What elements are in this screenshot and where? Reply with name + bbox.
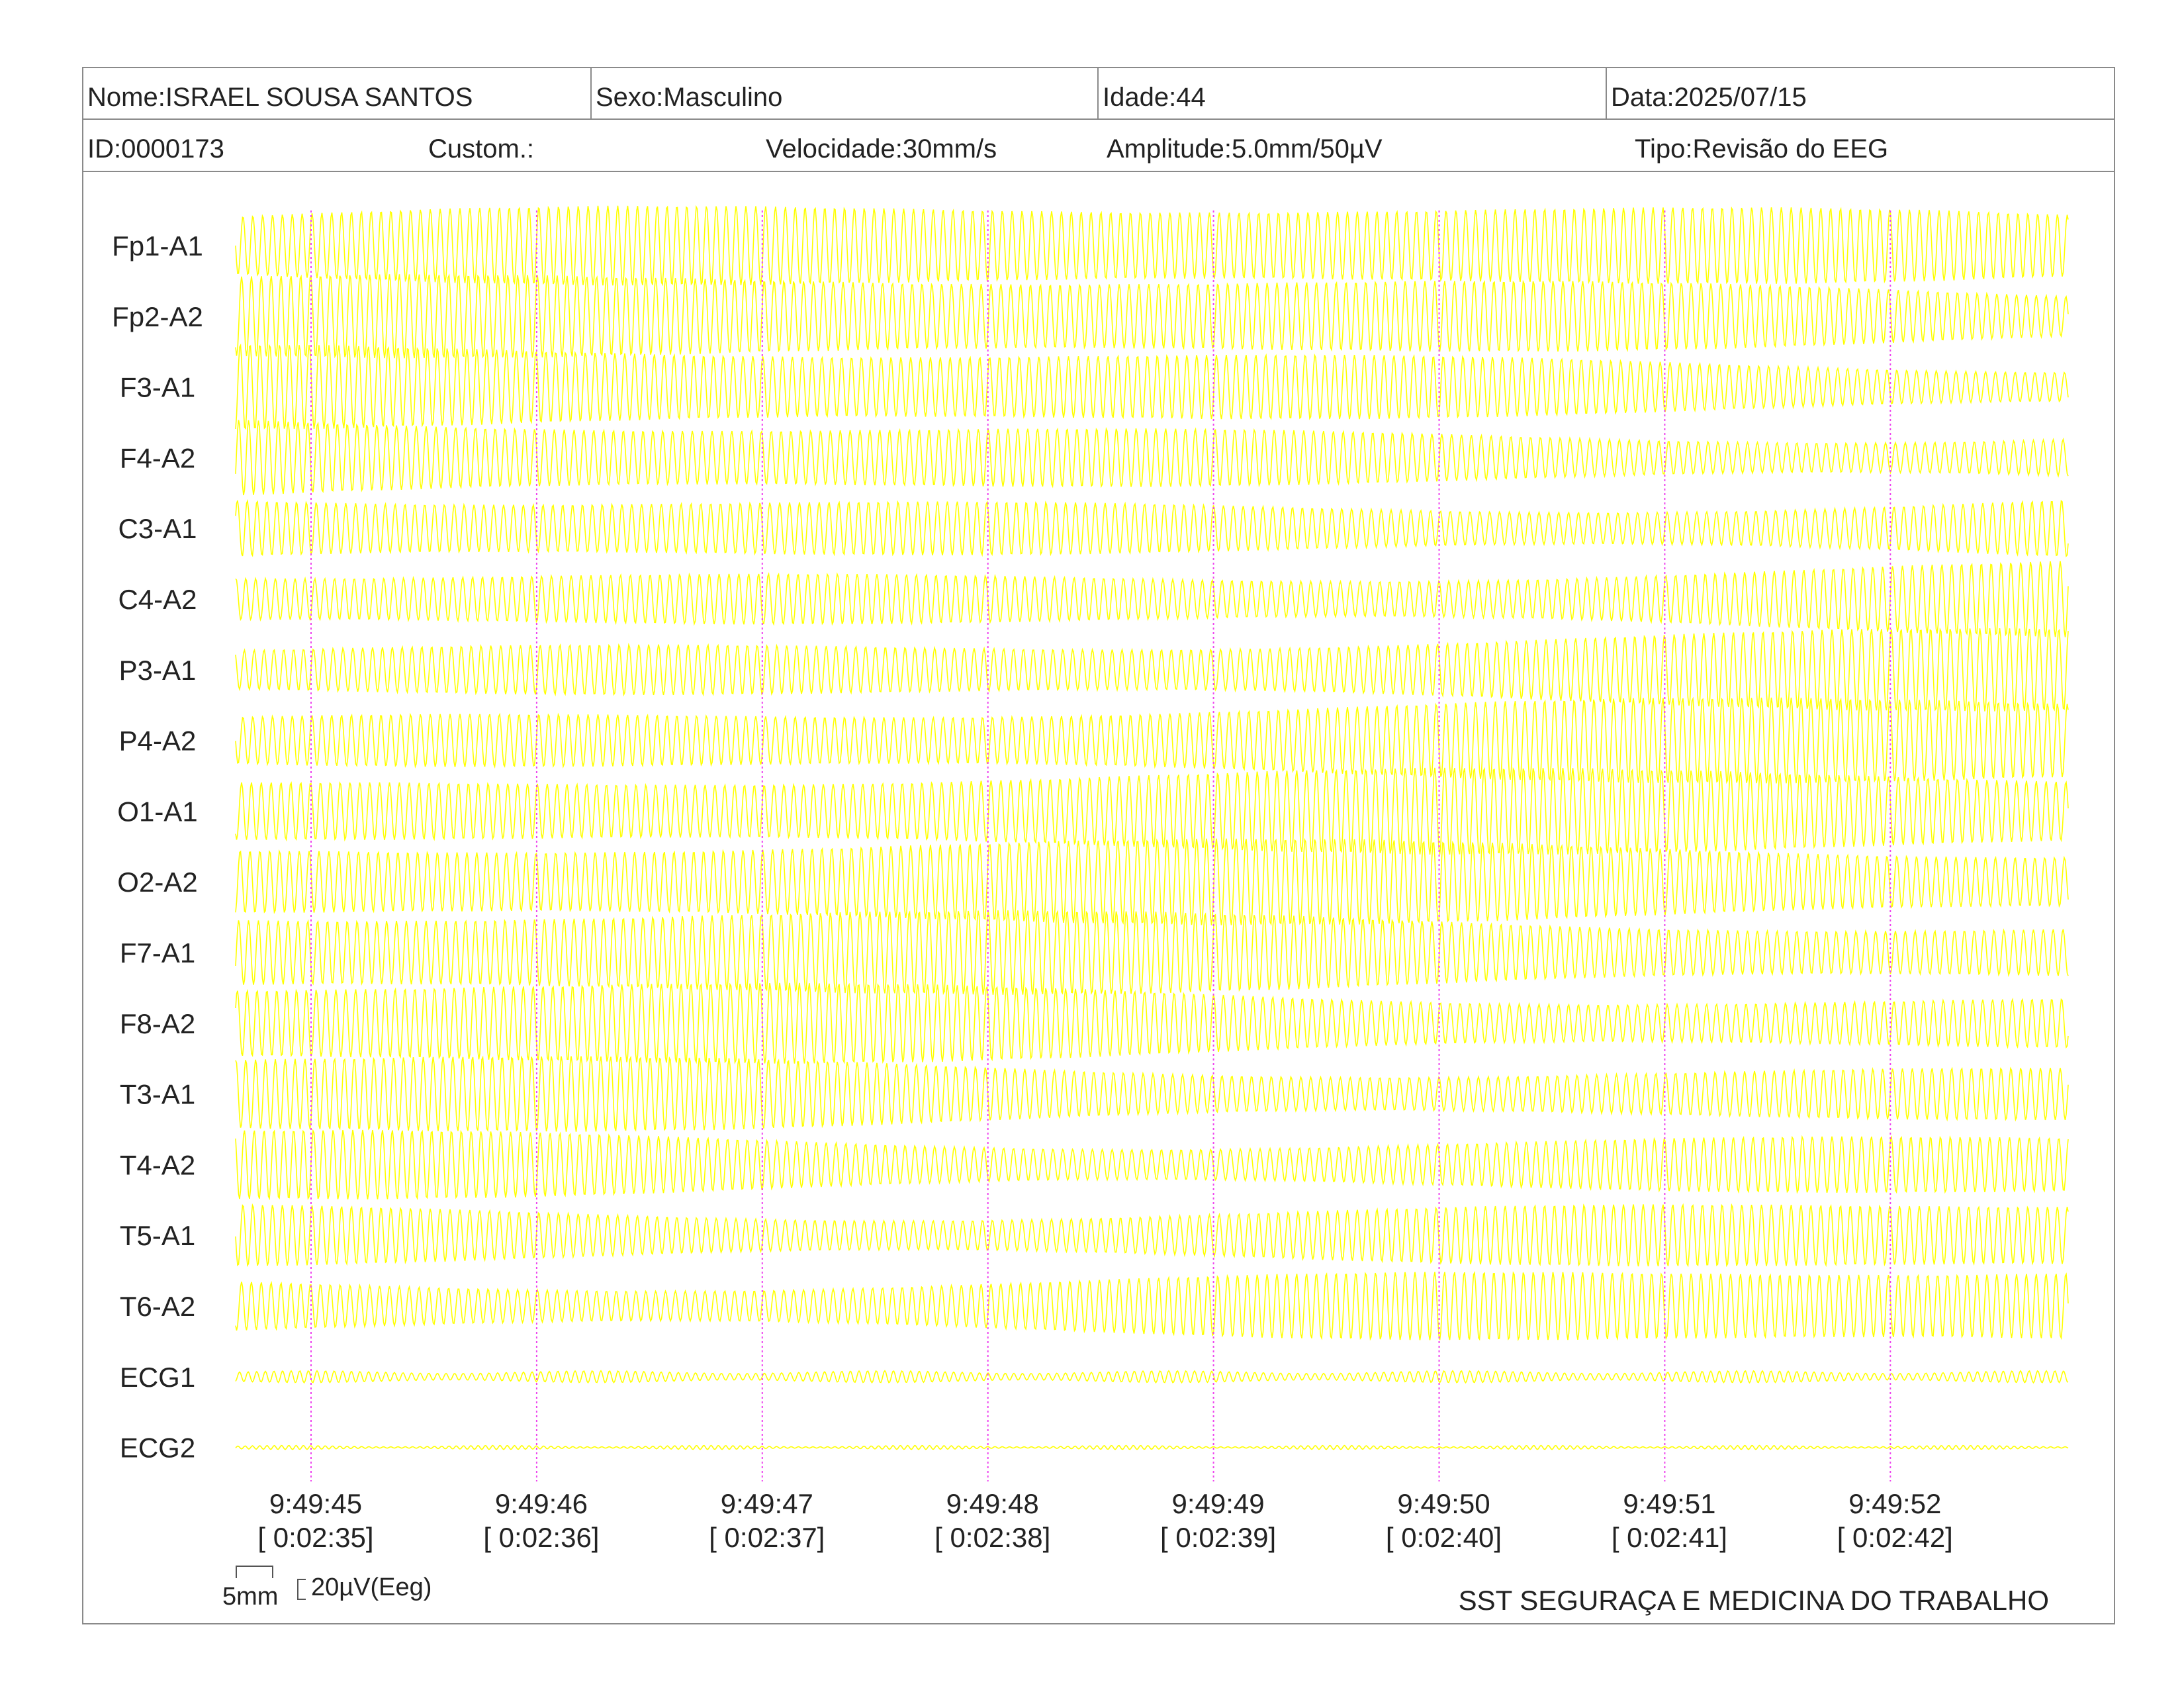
patient-name: Nome:ISRAEL SOUSA SANTOS (87, 83, 473, 112)
channel-label-ecg2: ECG2 (120, 1432, 195, 1464)
channel-label-f7-a1: F7-A1 (120, 937, 195, 968)
time-marker-clock: 9:49:45 (269, 1488, 362, 1519)
channel-label-ecg1: ECG1 (120, 1362, 195, 1393)
header-row-exam: ID:0000173 Custom.: Velocidade:30mm/s Am… (83, 120, 2114, 172)
eeg-traces (235, 205, 2069, 1450)
channel-label-c3-a1: C3-A1 (118, 513, 197, 544)
patient-age: Idade:44 (1097, 68, 1606, 118)
time-scale-bracket (236, 1566, 273, 1578)
time-marker-clock: 9:49:48 (946, 1488, 1039, 1519)
time-markers (310, 211, 1891, 1481)
time-labels: 9:49:45[ 0:02:35] 9:49:46[ 0:02:36] 9:49:4… (257, 1488, 1952, 1553)
exam-type: Tipo:Revisão do EEG (1635, 134, 1889, 164)
trace-c4-a2 (235, 561, 2069, 637)
channel-label-fp2-a2: Fp2-A2 (112, 301, 203, 332)
trace-c3-a1 (235, 499, 2069, 558)
time-scale-label: 5mm (222, 1583, 278, 1611)
amplitude-scale-label: 20µV(Eeg) (311, 1573, 432, 1601)
trace-f7-a1 (235, 910, 2069, 996)
time-marker-elapsed: [ 0:02:38] (934, 1522, 1050, 1553)
organization-name: SST SEGURAÇA E MEDICINA DO TRABALHO (1459, 1585, 2049, 1616)
trace-o1-a1 (235, 767, 2069, 855)
trace-t4-a2 (235, 1129, 2069, 1201)
trace-p3-a1 (235, 627, 2069, 712)
channel-label-p3-a1: P3-A1 (119, 655, 197, 686)
trace-t3-a1 (235, 1055, 2069, 1133)
trace-p4-a2 (235, 696, 2069, 784)
amplitude-setting: Amplitude:5.0mm/50µV (1107, 134, 1383, 164)
time-marker-elapsed: [ 0:02:36] (483, 1522, 599, 1553)
custom-field: Custom.: (428, 134, 535, 164)
trace-f3-a1 (235, 343, 2069, 430)
trace-o2-a2 (235, 837, 2069, 926)
time-marker-clock: 9:49:49 (1172, 1488, 1265, 1519)
channel-label-t4-a2: T4-A2 (120, 1149, 195, 1180)
time-marker-elapsed: [ 0:02:35] (257, 1522, 373, 1553)
time-marker-clock: 9:49:51 (1623, 1488, 1715, 1519)
time-marker-clock: 9:49:47 (721, 1488, 813, 1519)
channel-label-o1-a1: O1-A1 (117, 796, 197, 827)
trace-ecg1 (235, 1370, 2069, 1384)
channel-label-c4-a2: C4-A2 (118, 584, 197, 615)
channel-label-t5-a1: T5-A1 (120, 1220, 195, 1251)
channel-label-o2-a2: O2-A2 (117, 867, 197, 898)
channel-label-fp1-a1: Fp1-A1 (112, 230, 203, 261)
trace-t6-a2 (235, 1270, 2069, 1342)
patient-id: ID:0000173 (87, 134, 224, 164)
channel-label-t3-a1: T3-A1 (120, 1079, 195, 1110)
speed-setting: Velocidade:30mm/s (766, 134, 997, 164)
time-marker-clock: 9:49:50 (1397, 1488, 1490, 1519)
time-marker-elapsed: [ 0:02:40] (1386, 1522, 1502, 1553)
amplitude-scale-bracket (297, 1579, 306, 1600)
trace-t5-a1 (235, 1203, 2069, 1268)
exam-date: Data:2025/07/15 (1606, 68, 2115, 118)
time-marker-elapsed: [ 0:02:42] (1837, 1522, 1953, 1553)
channel-label-f3-a1: F3-A1 (120, 372, 195, 403)
scale-bar: 5mm 20µV(Eeg) (222, 1566, 432, 1611)
time-marker-elapsed: [ 0:02:41] (1612, 1522, 1727, 1553)
trace-fp1-a1 (235, 205, 2069, 287)
trace-ecg2 (235, 1444, 2069, 1450)
trace-f4-a2 (235, 420, 2069, 496)
trace-f8-a2 (235, 982, 2069, 1064)
channel-label-f4-a2: F4-A2 (120, 442, 195, 473)
time-marker-elapsed: [ 0:02:37] (709, 1522, 825, 1553)
channel-label-p4-a2: P4-A2 (119, 726, 197, 757)
time-marker-clock: 9:49:46 (495, 1488, 588, 1519)
header-row-patient: Nome:ISRAEL SOUSA SANTOS Sexo:Masculino … (83, 68, 2114, 120)
time-marker-clock: 9:49:52 (1848, 1488, 1941, 1519)
time-marker-elapsed: [ 0:02:39] (1160, 1522, 1276, 1553)
channel-label-f8-a2: F8-A2 (120, 1008, 195, 1039)
report-frame: Nome:ISRAEL SOUSA SANTOS Sexo:Masculino … (82, 67, 2115, 1624)
channel-label-t6-a2: T6-A2 (120, 1291, 195, 1322)
channel-labels: Fp1-A1 Fp2-A2 F3-A1 F4-A2 C3-A1 C4-A2 P3-A1 P4-… (112, 230, 203, 1464)
trace-fp2-a2 (235, 273, 2069, 359)
patient-sex: Sexo:Masculino (590, 68, 1097, 118)
